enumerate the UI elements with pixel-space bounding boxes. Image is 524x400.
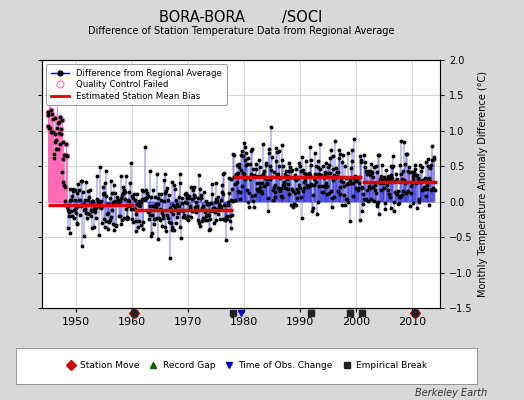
Y-axis label: Monthly Temperature Anomaly Difference (°C): Monthly Temperature Anomaly Difference (… (478, 71, 488, 297)
Text: BORA-BORA        /SOCI: BORA-BORA /SOCI (159, 10, 323, 25)
Legend: Difference from Regional Average, Quality Control Failed, Estimated Station Mean: Difference from Regional Average, Qualit… (46, 64, 226, 105)
Legend: Station Move, Record Gap, Time of Obs. Change, Empirical Break: Station Move, Record Gap, Time of Obs. C… (62, 359, 430, 373)
Text: Difference of Station Temperature Data from Regional Average: Difference of Station Temperature Data f… (88, 26, 394, 36)
Text: Berkeley Earth: Berkeley Earth (415, 388, 487, 398)
